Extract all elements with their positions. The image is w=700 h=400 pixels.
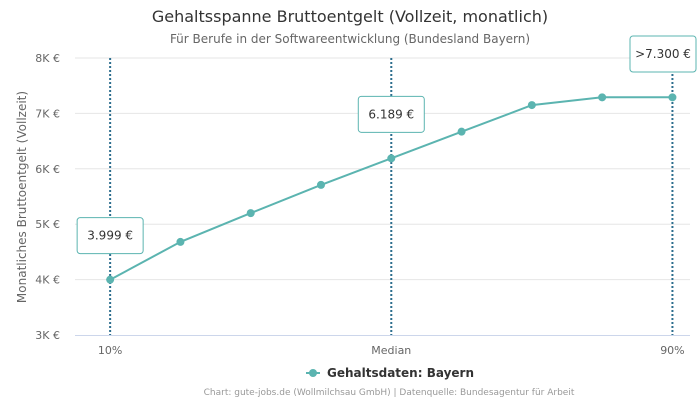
callout-label: 6.189 € xyxy=(368,107,414,121)
value-callout: 6.189 € xyxy=(357,95,425,133)
y-axis-label: Monatliches Bruttoentgelt (Vollzeit) xyxy=(15,91,29,303)
y-tick-label: 8K € xyxy=(35,52,60,65)
chart-credits: Chart: gute-jobs.de (Wollmilchsau GmbH) … xyxy=(204,388,575,398)
data-point[interactable] xyxy=(668,93,677,102)
x-tick-label: Median xyxy=(371,344,411,357)
y-axis-ticks: 3K € 4K € 5K € 6K € 7K € 8K € xyxy=(35,52,60,342)
y-tick-label: 4K € xyxy=(35,274,60,287)
legend-series-label: Gehaltsdaten: Bayern xyxy=(327,366,474,380)
y-tick-label: 7K € xyxy=(35,107,60,120)
value-callout: >7.300 € xyxy=(629,35,697,73)
x-tick-label: 10% xyxy=(98,344,122,357)
data-point[interactable] xyxy=(387,154,396,163)
data-point[interactable] xyxy=(317,180,325,189)
callout-label: >7.300 € xyxy=(635,47,691,61)
data-point[interactable] xyxy=(106,275,115,284)
legend-marker-symbol xyxy=(309,369,317,377)
y-tick-label: 3K € xyxy=(35,329,60,342)
data-point[interactable] xyxy=(176,237,185,246)
value-callout: 3.999 € xyxy=(76,217,144,255)
legend[interactable]: Gehaltsdaten: Bayern xyxy=(306,366,474,380)
data-point[interactable] xyxy=(457,127,466,136)
series-line-group xyxy=(106,93,677,284)
grid-lines xyxy=(75,57,690,281)
callout-label: 3.999 € xyxy=(87,229,133,243)
data-point[interactable] xyxy=(598,93,607,102)
y-tick-label: 5K € xyxy=(35,218,60,231)
chart-subtitle: Für Berufe in der Softwareentwicklung (B… xyxy=(170,32,530,46)
callout-box xyxy=(629,35,697,73)
chart-title: Gehaltsspanne Bruttoentgelt (Vollzeit, m… xyxy=(152,7,548,26)
data-point[interactable] xyxy=(527,101,536,110)
y-tick-label: 6K € xyxy=(35,163,60,176)
data-point[interactable] xyxy=(246,209,255,218)
value-callouts: 3.999 € 6.189 € >7.300 € xyxy=(76,35,697,255)
x-tick-label: 90% xyxy=(660,344,684,357)
callout-box xyxy=(76,217,144,255)
callout-box xyxy=(357,95,425,133)
x-axis: 10% Median 90% xyxy=(75,335,690,357)
